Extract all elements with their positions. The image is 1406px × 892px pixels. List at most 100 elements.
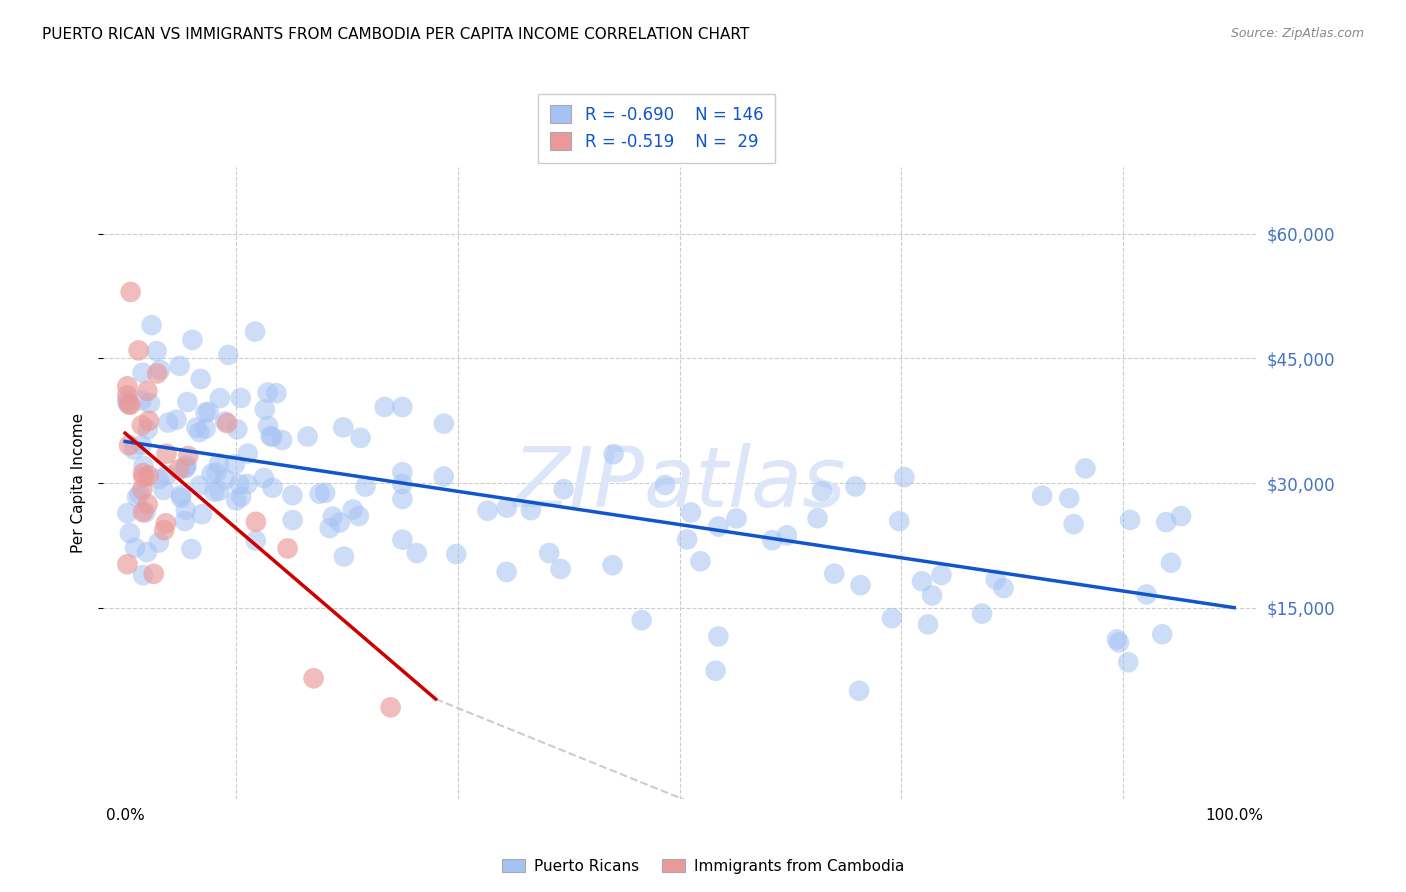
Point (188, 478, 211, 492)
Point (131, 418, 153, 433)
Point (761, 533, 783, 548)
Point (236, 477, 259, 491)
Point (167, 462, 190, 476)
Point (259, 429, 281, 443)
Point (141, 318, 163, 333)
Point (152, 483, 174, 497)
Point (347, 508, 370, 523)
Point (122, 442, 145, 457)
Point (118, 397, 141, 411)
Point (602, 447, 624, 461)
Point (297, 429, 319, 443)
Point (148, 535, 170, 549)
Point (132, 458, 155, 473)
Point (477, 503, 499, 517)
Point (391, 491, 413, 506)
Point (217, 416, 239, 430)
Point (676, 533, 699, 547)
Point (214, 472, 236, 486)
Point (228, 477, 250, 491)
Point (374, 400, 396, 414)
Point (1135, 587, 1157, 601)
Point (139, 396, 162, 410)
Point (200, 467, 222, 481)
Point (118, 526, 141, 541)
Point (707, 519, 730, 533)
Point (257, 419, 280, 434)
Point (131, 366, 153, 380)
Legend: Puerto Ricans, Immigrants from Cambodia: Puerto Ricans, Immigrants from Cambodia (495, 853, 911, 880)
Point (155, 516, 177, 531)
Point (166, 412, 188, 426)
Point (148, 472, 170, 486)
Text: ZIPatlas: ZIPatlas (513, 442, 846, 524)
Point (520, 503, 543, 517)
Point (889, 514, 911, 528)
Point (174, 461, 197, 475)
Point (844, 479, 866, 493)
Point (433, 417, 456, 431)
Point (550, 562, 572, 576)
Point (1154, 515, 1177, 529)
Point (880, 611, 903, 625)
Point (707, 630, 730, 644)
Point (1152, 627, 1174, 641)
Point (253, 471, 276, 485)
Point (157, 416, 180, 430)
Point (132, 466, 155, 480)
Point (262, 481, 284, 495)
Point (342, 502, 364, 516)
Point (1160, 556, 1182, 570)
Point (181, 333, 204, 347)
Point (145, 344, 167, 359)
Point (155, 447, 177, 461)
Point (132, 568, 155, 582)
Point (811, 484, 834, 499)
Point (391, 400, 413, 414)
Point (391, 465, 413, 479)
Point (231, 490, 253, 504)
Point (226, 422, 249, 436)
Point (217, 348, 239, 362)
Point (134, 505, 156, 519)
Point (153, 523, 176, 537)
Point (308, 486, 330, 500)
Point (136, 422, 159, 436)
Point (194, 406, 217, 420)
Point (654, 478, 676, 492)
Point (132, 470, 155, 484)
Point (208, 457, 231, 471)
Point (243, 325, 266, 339)
Point (225, 493, 247, 508)
Point (117, 388, 139, 402)
Point (208, 391, 231, 405)
Point (180, 541, 202, 556)
Text: Source: ZipAtlas.com: Source: ZipAtlas.com (1230, 27, 1364, 40)
Point (117, 558, 139, 572)
Point (146, 367, 169, 381)
Point (186, 420, 208, 434)
Point (208, 483, 231, 498)
Point (256, 385, 278, 400)
Point (236, 447, 259, 461)
Point (848, 683, 870, 698)
Point (332, 420, 354, 434)
Point (229, 391, 252, 405)
Point (194, 422, 217, 436)
Point (725, 511, 748, 525)
Point (281, 513, 304, 527)
Point (132, 505, 155, 519)
Point (1057, 491, 1080, 506)
Point (329, 516, 352, 530)
Point (1063, 517, 1085, 532)
Point (245, 533, 267, 548)
Point (131, 393, 153, 408)
Point (120, 285, 142, 299)
Y-axis label: Per Capita Income: Per Capita Income (72, 413, 86, 553)
Point (136, 497, 159, 511)
Point (177, 449, 200, 463)
Point (253, 402, 276, 417)
Point (806, 511, 828, 525)
Point (849, 578, 872, 592)
Point (120, 398, 142, 412)
